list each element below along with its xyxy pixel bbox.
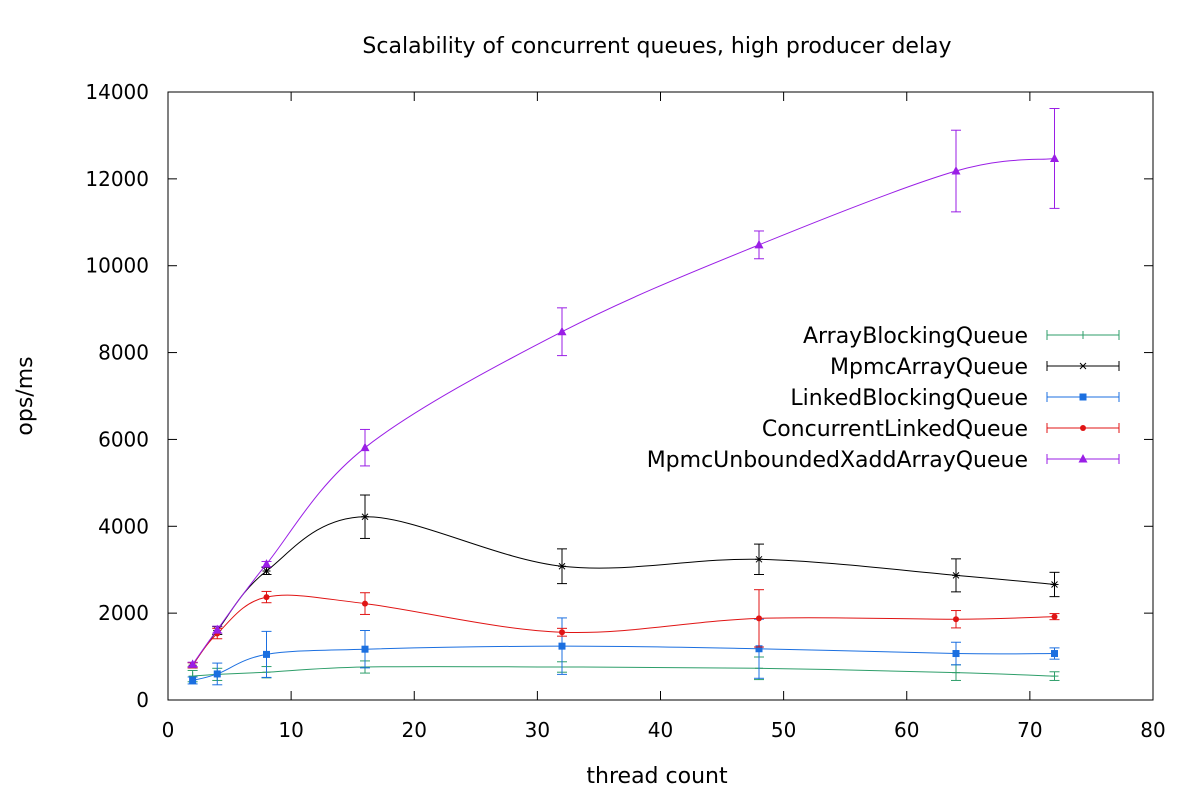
series-line — [192, 516, 1055, 666]
data-point — [755, 645, 763, 653]
legend-item: MpmcUnboundedXaddArrayQueue — [647, 448, 1120, 473]
legend-item: LinkedBlockingQueue — [790, 386, 1120, 411]
data-point — [952, 668, 960, 677]
legend-item: ConcurrentLinkedQueue — [762, 417, 1120, 442]
x-tick-label: 10 — [278, 718, 303, 742]
series-LinkedBlockingQueue — [187, 617, 1060, 686]
x-tick-label: 50 — [771, 718, 796, 742]
series-layer — [187, 108, 1060, 686]
data-point — [361, 513, 369, 521]
data-point — [953, 616, 959, 623]
y-tick-label: 2000 — [98, 601, 149, 625]
legend-marker — [1079, 331, 1087, 339]
data-point — [188, 659, 198, 668]
series-ArrayBlockingQueue — [187, 656, 1060, 683]
legend-label: MpmcUnboundedXaddArrayQueue — [647, 448, 1028, 473]
y-tick-label: 12000 — [85, 167, 149, 191]
y-tick-label: 6000 — [98, 427, 149, 451]
data-point — [755, 555, 763, 563]
legend-marker — [1079, 393, 1087, 401]
data-point — [952, 650, 960, 658]
data-point — [262, 567, 271, 575]
legend-marker — [1078, 454, 1088, 463]
chart-title: Scalability of concurrent queues, high p… — [362, 34, 951, 59]
x-tick-label: 70 — [1017, 718, 1042, 742]
data-point — [558, 562, 566, 570]
data-point — [951, 166, 961, 175]
data-point — [558, 642, 566, 650]
legend-item: MpmcArrayQueue — [830, 355, 1120, 380]
marker-stroke — [755, 555, 763, 563]
data-point — [1050, 581, 1059, 588]
x-tick-label: 0 — [162, 718, 175, 742]
y-axis: 0 2000 4000 6000 8000 10000 12000 14000 — [85, 80, 1153, 712]
marker-stroke — [1051, 581, 1058, 588]
x-tick-label: 80 — [1140, 718, 1165, 742]
data-point — [362, 600, 368, 607]
data-point — [263, 594, 270, 601]
series-MpmcArrayQueue — [187, 494, 1060, 669]
x-tick-label: 60 — [894, 718, 919, 742]
legend-item: ArrayBlockingQueue — [803, 324, 1120, 349]
series-line — [192, 645, 1055, 681]
x-axis: 0 10 20 30 40 50 60 70 80 — [162, 92, 1166, 742]
y-tick-label: 14000 — [85, 80, 149, 104]
legend-label: MpmcArrayQueue — [830, 355, 1028, 380]
series-line — [192, 157, 1055, 665]
x-tick-label: 30 — [525, 718, 550, 742]
data-point — [754, 239, 764, 249]
series-line — [192, 594, 1055, 666]
data-point — [1050, 672, 1059, 681]
data-point — [262, 559, 271, 568]
marker-stroke — [263, 567, 270, 575]
legend-marker — [1079, 362, 1087, 370]
x-axis-label: thread count — [586, 764, 728, 789]
y-axis-label: ops/ms — [13, 356, 38, 435]
marker-stroke — [952, 572, 960, 579]
data-point — [189, 676, 197, 684]
data-point — [213, 670, 221, 678]
y-tick-label: 4000 — [98, 514, 149, 538]
data-point — [1050, 153, 1059, 162]
data-point — [361, 645, 369, 653]
y-tick-label: 10000 — [85, 254, 149, 278]
legend: ArrayBlockingQueue MpmcArrayQueue LinkedBl… — [647, 324, 1120, 473]
data-point — [952, 572, 960, 579]
series-line — [192, 666, 1055, 677]
legend-label: ConcurrentLinkedQueue — [762, 417, 1028, 442]
series-ConcurrentLinkedQueue — [187, 589, 1060, 669]
legend-marker — [1080, 425, 1086, 431]
data-point — [1051, 613, 1058, 620]
data-point — [559, 629, 565, 636]
data-point — [212, 624, 222, 634]
legend-label: LinkedBlockingQueue — [790, 386, 1028, 411]
y-tick-label: 0 — [136, 688, 149, 712]
x-tick-label: 40 — [648, 718, 673, 742]
y-tick-label: 8000 — [98, 341, 149, 365]
data-point — [263, 650, 270, 658]
data-point — [1051, 650, 1058, 658]
marker-stroke — [361, 513, 369, 521]
marker-stroke — [558, 562, 566, 570]
x-tick-label: 20 — [402, 718, 427, 742]
data-point — [360, 442, 370, 452]
data-point — [557, 326, 567, 336]
data-point — [756, 615, 762, 622]
legend-label: ArrayBlockingQueue — [803, 324, 1028, 349]
series-MpmcUnboundedXaddArrayQueue — [187, 108, 1060, 668]
marker-stroke — [1079, 362, 1087, 370]
